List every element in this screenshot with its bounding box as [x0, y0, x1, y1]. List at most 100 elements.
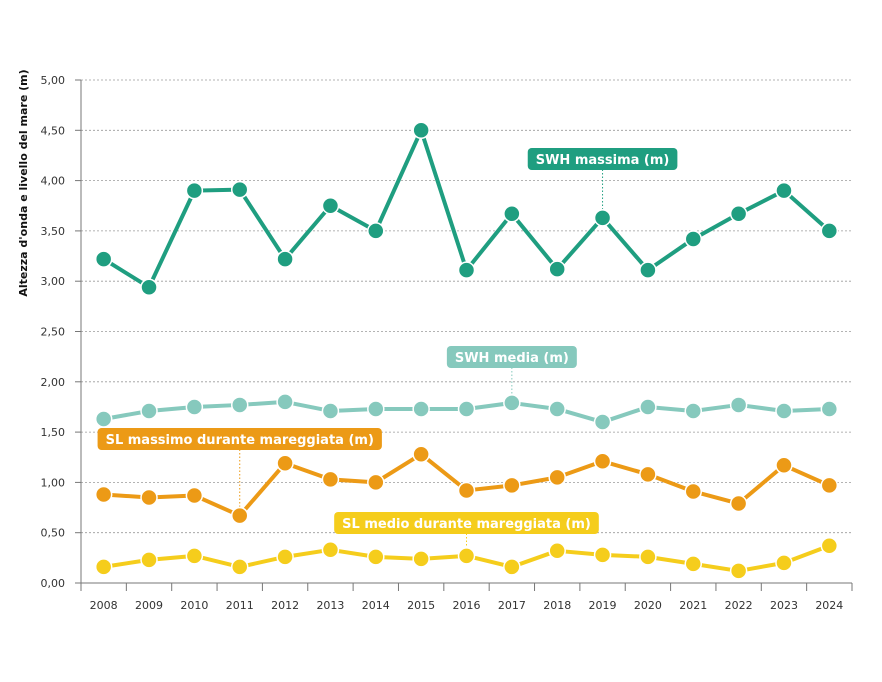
x-tick-label: 2020	[634, 599, 662, 612]
x-tick-label: 2017	[498, 599, 526, 612]
series-label-3: SL massimo durante mareggiata (m)	[97, 428, 382, 507]
data-point	[321, 402, 340, 420]
y-tick-label: 1,50	[41, 426, 66, 439]
x-tick-label: 2009	[135, 599, 163, 612]
data-point	[593, 452, 612, 471]
grid-lines	[81, 79, 852, 534]
y-tick-label: 0,50	[41, 527, 66, 540]
data-point	[412, 550, 430, 568]
data-point	[412, 400, 430, 418]
series-label-box	[446, 346, 577, 368]
x-tick-label: 2008	[90, 599, 118, 612]
data-point	[94, 410, 113, 428]
y-tick-label: 4,50	[41, 124, 66, 137]
data-point	[503, 558, 521, 576]
y-tick-label: 4,00	[41, 175, 66, 188]
data-point	[684, 402, 703, 420]
data-point	[367, 473, 385, 492]
series-4	[94, 537, 839, 580]
data-point	[593, 546, 612, 564]
series-label-4: SL medio durante mareggiata (m)	[334, 512, 599, 547]
series-label-text: SL massimo durante mareggiata (m)	[106, 433, 374, 448]
data-point	[820, 222, 839, 240]
data-point	[367, 548, 385, 566]
series-3	[94, 445, 839, 525]
data-point	[729, 396, 748, 414]
data-point	[548, 468, 566, 487]
data-point	[775, 181, 793, 200]
series	[94, 121, 839, 580]
x-tick-label: 2014	[362, 599, 390, 612]
data-point	[503, 476, 521, 495]
data-point	[729, 494, 748, 513]
y-tick-label: 5,00	[41, 74, 66, 87]
series-label-box	[334, 512, 599, 534]
data-point	[185, 486, 204, 505]
x-tick-label: 2011	[226, 599, 254, 612]
data-point	[775, 554, 793, 572]
data-point	[548, 400, 566, 418]
data-point	[321, 470, 340, 489]
x-tick-label: 2019	[589, 599, 617, 612]
data-point	[639, 465, 657, 484]
data-point	[639, 398, 657, 416]
data-point	[775, 402, 793, 420]
data-point	[367, 400, 385, 418]
data-point	[593, 413, 612, 431]
data-point	[230, 180, 249, 199]
data-point	[367, 222, 385, 240]
series-1	[94, 121, 839, 296]
data-point	[639, 261, 657, 279]
x-tick-label: 2024	[815, 599, 843, 612]
series-label-box	[527, 148, 678, 170]
data-point	[321, 541, 340, 559]
data-point	[548, 260, 566, 278]
data-point	[548, 542, 566, 560]
data-point	[457, 547, 476, 565]
x-tick-label: 2013	[316, 599, 344, 612]
x-tick-label: 2015	[407, 599, 435, 612]
data-point	[185, 547, 204, 565]
data-point	[321, 197, 340, 215]
series-label-2: SWH media (m)	[446, 346, 577, 394]
data-point	[775, 456, 793, 475]
series-label-box	[97, 428, 382, 450]
data-point	[729, 562, 748, 580]
data-point	[457, 400, 476, 418]
series-label-1: SWH massima (m)	[527, 148, 678, 209]
data-point	[593, 209, 612, 227]
series-label-text: SL medio durante mareggiata (m)	[342, 517, 591, 532]
data-point	[185, 181, 204, 200]
data-point	[412, 121, 430, 140]
data-point	[140, 402, 158, 420]
data-point	[140, 278, 158, 296]
y-tick-label: 2,50	[41, 326, 66, 339]
series-2	[94, 393, 839, 431]
data-point	[820, 476, 839, 495]
x-tick-label: 2016	[453, 599, 481, 612]
data-point	[684, 230, 703, 248]
data-point	[729, 205, 748, 223]
data-point	[503, 205, 521, 223]
data-point	[140, 551, 158, 569]
data-point	[230, 506, 249, 525]
data-point	[276, 454, 294, 473]
data-point	[457, 261, 476, 279]
data-point	[94, 485, 113, 504]
y-axis-label: Altezza d'onda e livello del mare (m)	[17, 69, 30, 296]
data-point	[684, 555, 703, 573]
y-tick-label: 1,00	[41, 476, 66, 489]
data-point	[94, 558, 113, 576]
y-tick-label: 3,50	[41, 225, 66, 238]
y-tick-label: 2,00	[41, 376, 66, 389]
axes: 0,00 0,50 1,00 1,50 2,00 2,50 3,00 3,50 4,00 4,50…	[41, 74, 853, 612]
data-point	[820, 400, 839, 418]
data-point	[276, 548, 294, 566]
series-label-text: SWH massima (m)	[536, 153, 670, 168]
data-point	[457, 481, 476, 500]
x-tick-label: 2022	[725, 599, 753, 612]
y-tick-label: 3,00	[41, 275, 66, 288]
x-tick-label: 2021	[679, 599, 707, 612]
data-point	[684, 482, 703, 501]
